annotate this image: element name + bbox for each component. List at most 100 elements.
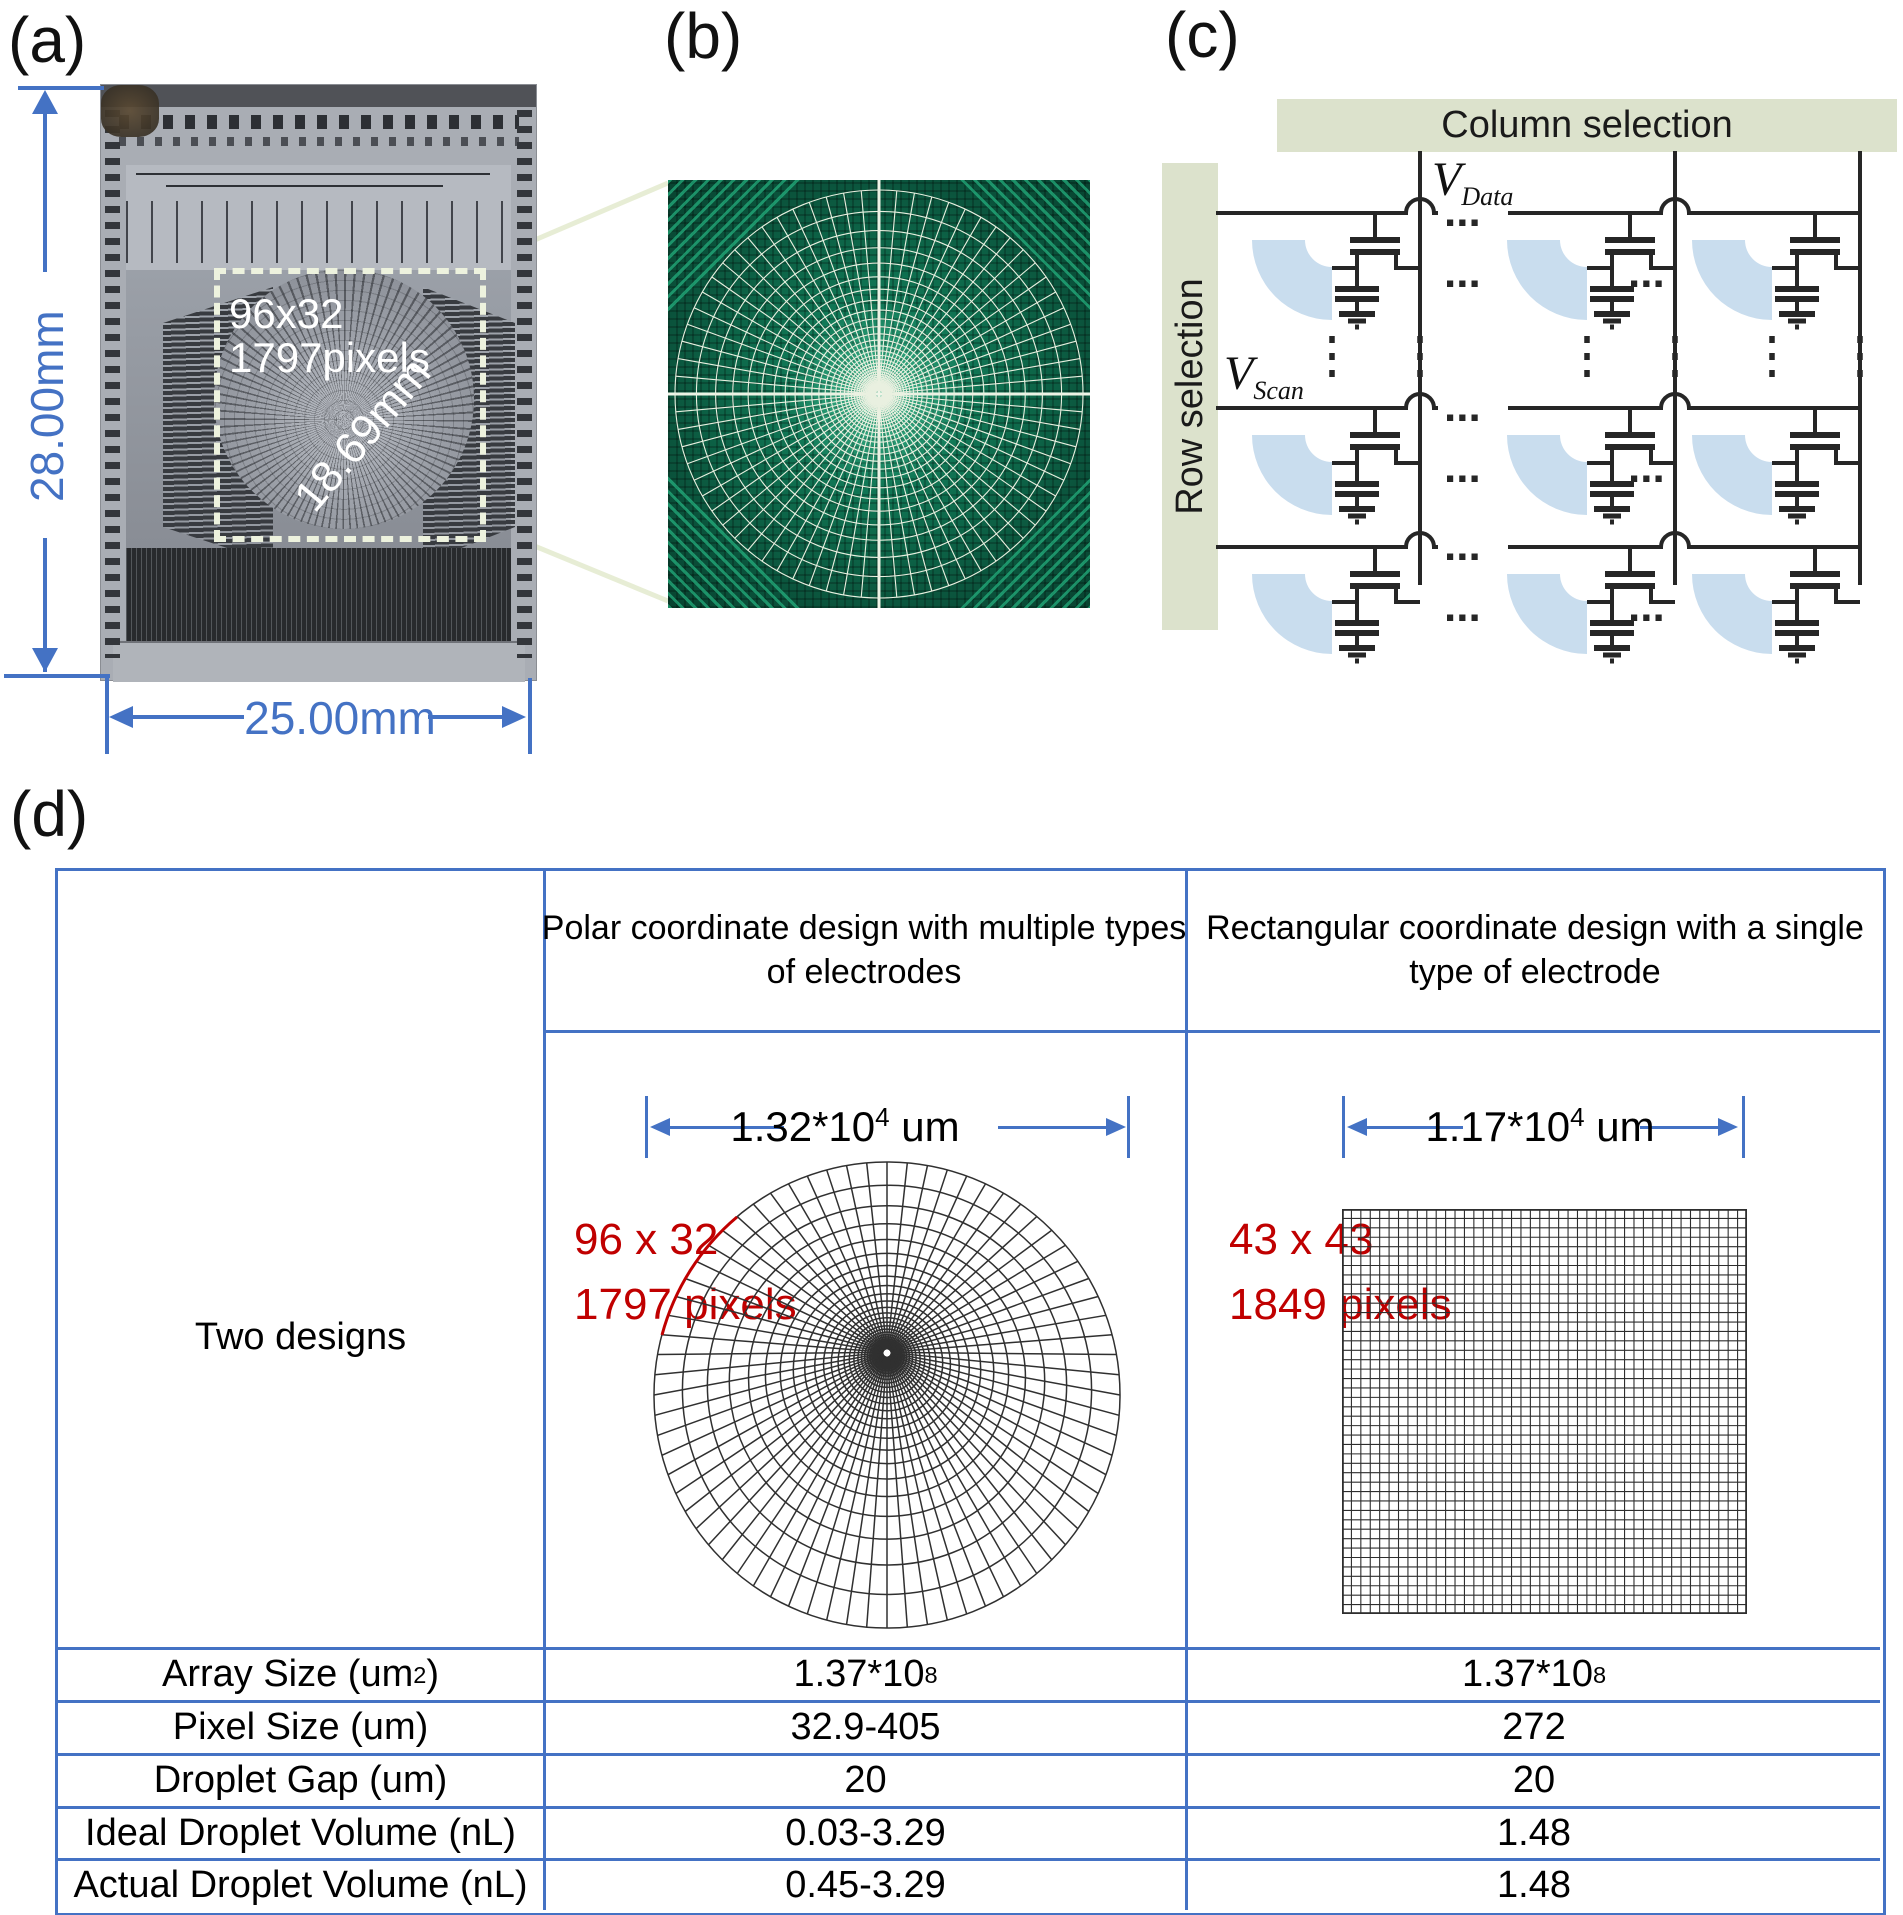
vscan-sub: Scan — [1253, 376, 1304, 405]
drain-lead — [1834, 447, 1860, 465]
polar-dim-unit: um — [889, 1103, 960, 1150]
electrode-sector — [1507, 574, 1587, 654]
rect-dim-right-tick — [1742, 1096, 1745, 1158]
polar-dim-line-right — [998, 1126, 1106, 1129]
column-selection-bar: Column selection — [1277, 99, 1897, 152]
row-label-pixel-size: Pixel Size (um) — [172, 1706, 429, 1749]
rect-design-grid — [1342, 1209, 1747, 1614]
chip-pad-row-2 — [119, 137, 519, 146]
rect-array-count-2: 1849 pixels — [1229, 1280, 1452, 1329]
ellipsis: ... — [1628, 582, 1665, 631]
chip-left-pads — [105, 110, 120, 658]
hdim-arrow-right — [502, 706, 526, 728]
drain-lead — [1649, 586, 1675, 604]
value-rect-actual-volume: 1.48 — [1497, 1863, 1571, 1906]
table-hline-4 — [55, 1806, 1880, 1809]
table-hline-3 — [55, 1753, 1880, 1756]
polar-dim-arrow-right — [1106, 1118, 1126, 1136]
table-vline-2 — [1185, 868, 1188, 1910]
drain-lead — [1649, 447, 1675, 465]
value-text: 1.37*10 — [793, 1653, 925, 1696]
polar-dim-label: 1.32*104 um — [700, 1103, 990, 1150]
vdim-line-lower — [43, 538, 47, 672]
rect-dim-value: 1.17*10 — [1425, 1103, 1571, 1150]
vdim-arrow-down — [32, 648, 58, 672]
rect-dim-unit: um — [1584, 1103, 1655, 1150]
vdata-sub: Data — [1461, 182, 1514, 211]
ellipsis: ... — [1444, 582, 1481, 631]
chip-bottom-strip — [113, 641, 525, 682]
panel-c-label: (c) — [1165, 0, 1240, 71]
rect-design-grid-lines — [1342, 1209, 1747, 1614]
vscan-base: V — [1224, 347, 1254, 400]
panel-d-label: (d) — [10, 778, 89, 850]
value-rect-pixel-size: 272 — [1502, 1706, 1566, 1749]
drain-lead — [1394, 252, 1420, 270]
polar-design-grid — [653, 1161, 1121, 1629]
hdim-line-right — [428, 715, 508, 719]
vdim-label: 28.00mm — [20, 310, 73, 503]
drain-lead — [1834, 252, 1860, 270]
value-polar-droplet-gap: 20 — [844, 1759, 887, 1802]
polar-dim-value: 1.32*10 — [730, 1103, 876, 1150]
vscan-label: VScan — [1224, 350, 1304, 404]
pixel-cell — [1692, 408, 1860, 525]
hdim-right-tick — [528, 678, 532, 754]
table-hline-5 — [55, 1858, 1880, 1861]
vdim-arrow-up — [32, 90, 58, 114]
ellipsis: ... — [1444, 248, 1481, 297]
value-polar-actual-volume: 0.45-3.29 — [785, 1863, 946, 1906]
drain-lead — [1394, 447, 1420, 465]
pixel-cell — [1252, 547, 1420, 664]
rect-dim-left-tick — [1342, 1096, 1345, 1158]
value-rect-ideal-volume: 1.48 — [1497, 1811, 1571, 1854]
pcb-zoom-image — [668, 180, 1090, 608]
polar-dim-right-tick — [1127, 1096, 1130, 1158]
drain-lead — [1834, 586, 1860, 604]
row-label-ideal-volume: Ideal Droplet Volume (nL) — [85, 1811, 516, 1854]
pixel-cell — [1692, 547, 1860, 664]
polar-design-web — [653, 1161, 1121, 1629]
row-label-actual-volume: Actual Droplet Volume (nL) — [73, 1863, 528, 1906]
polar-dim-left-tick — [645, 1096, 648, 1158]
vdim-top-tick — [18, 86, 104, 90]
array-size-overlay: 96x32 — [229, 290, 344, 337]
vdim-line-upper — [43, 96, 47, 272]
panel-a-label: (a) — [8, 4, 87, 76]
table-hline-header — [543, 1030, 1880, 1033]
chip-bottom-wiring-band — [126, 548, 511, 641]
pixel-cell — [1507, 408, 1675, 525]
pixel-cell — [1252, 408, 1420, 525]
chip-pad-row — [119, 115, 519, 129]
pixel-cell — [1507, 213, 1675, 330]
label-text: Array Size (um — [161, 1653, 414, 1696]
ellipsis: ... — [1444, 382, 1481, 431]
ellipsis: ... — [1444, 521, 1481, 570]
value-polar-array-size: 1.37*10 8 — [793, 1653, 938, 1696]
panel-b-label: (b) — [664, 0, 743, 72]
vdim-bottom-tick — [4, 674, 110, 678]
drain-lead — [1394, 586, 1420, 604]
hdim-label: 25.00mm — [244, 692, 436, 744]
tft-array-schematic: ........................... — [1216, 151, 1863, 664]
pcb-polar-grid — [668, 180, 1090, 608]
value-rect-droplet-gap: 20 — [1512, 1759, 1556, 1802]
table-outer-border — [55, 868, 1886, 1915]
row-label-array-size: Array Size (um 2) — [161, 1653, 440, 1696]
scan-line — [1216, 392, 1860, 410]
hdim-line-left — [126, 715, 244, 719]
header-rect-design: Rectangular coordinate design with a sin… — [1206, 909, 1864, 991]
rect-array-count-1: 43 x 43 — [1229, 1215, 1374, 1264]
pcb-web — [674, 189, 1084, 599]
value-polar-pixel-size: 32.9-405 — [790, 1706, 941, 1749]
electrode-sector — [1252, 574, 1332, 654]
ellipsis: ... — [1628, 443, 1665, 492]
array-region-dashed-box — [214, 268, 486, 542]
table-vline-1 — [543, 868, 546, 1910]
ellipsis: ... — [1444, 443, 1481, 492]
label-end: ) — [426, 1653, 440, 1696]
electrode-sector — [1252, 435, 1332, 515]
rect-dim-line-right — [1640, 1126, 1720, 1129]
polar-dim-sup: 4 — [875, 1102, 890, 1132]
chip-trace-band — [126, 165, 511, 270]
